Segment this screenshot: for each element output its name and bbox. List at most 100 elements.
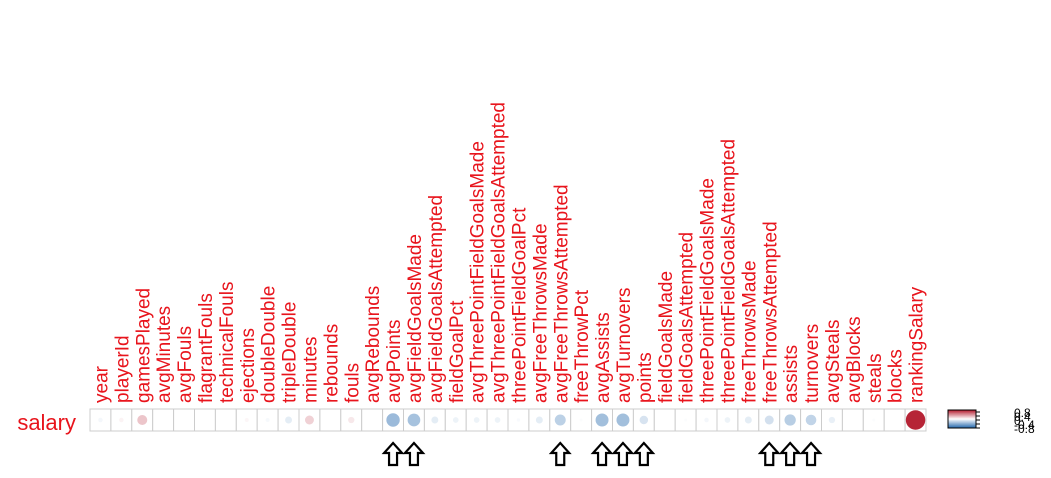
column-label-freeThrowsAttempted: freeThrowsAttempted bbox=[760, 221, 781, 403]
row-label: salary bbox=[17, 410, 76, 435]
corr-marker-avgSteals bbox=[828, 416, 836, 424]
arrow-icon-turnovers bbox=[799, 441, 823, 467]
legend-swatch bbox=[948, 419, 976, 422]
arrow-icon-avgAssists bbox=[590, 441, 614, 467]
column-label-blocks: blocks bbox=[886, 349, 907, 403]
column-label-avgFieldGoalsMade: avgFieldGoalsMade bbox=[405, 234, 426, 403]
column-label-avgFieldGoalsAttempted: avgFieldGoalsAttempted bbox=[426, 195, 447, 403]
highlight-arrows bbox=[381, 441, 823, 467]
column-label-avgThreePointFieldGoalsMade: avgThreePointFieldGoalsMade bbox=[468, 141, 489, 403]
legend-swatch bbox=[948, 418, 976, 420]
corr-marker-avgRebounds bbox=[370, 418, 374, 422]
column-label-turnovers: turnovers bbox=[802, 324, 823, 403]
legend-swatch bbox=[948, 414, 976, 416]
column-label-technicalFouls: technicalFouls bbox=[217, 282, 238, 403]
corr-marker-avgFouls bbox=[182, 418, 186, 422]
corr-marker-minutes bbox=[304, 415, 314, 425]
legend-swatch bbox=[948, 410, 976, 412]
arrow-icon-freeThrowsAttempted bbox=[757, 441, 781, 467]
legend-swatch bbox=[948, 422, 976, 424]
column-labels: year playerId gamesPlayed avgMinutes avgFoul… bbox=[91, 102, 927, 403]
legend-swatch bbox=[948, 420, 976, 422]
legend-swatch bbox=[948, 425, 976, 427]
legend-swatch bbox=[948, 412, 976, 414]
column-label-steals: steals bbox=[865, 353, 886, 403]
corr-marker-playerId bbox=[119, 417, 124, 423]
column-label-playerId: playerId bbox=[112, 335, 133, 403]
arrow-icon-avgFieldGoalsMade bbox=[402, 441, 426, 467]
legend-swatch bbox=[948, 417, 976, 419]
column-label-tripleDouble: tripleDouble bbox=[280, 302, 301, 403]
corr-marker-avgPoints bbox=[386, 413, 400, 427]
legend-swatch bbox=[948, 416, 976, 418]
column-label-avgBlocks: avgBlocks bbox=[844, 316, 865, 403]
corr-marker-technicalFouls bbox=[224, 418, 228, 422]
heatmap-cells bbox=[89, 408, 927, 432]
corr-marker-points bbox=[639, 415, 649, 425]
column-label-rebounds: rebounds bbox=[321, 324, 342, 403]
column-label-minutes: minutes bbox=[300, 336, 321, 403]
column-label-avgFreeThrowsMade: avgFreeThrowsMade bbox=[530, 223, 551, 403]
legend-swatch bbox=[948, 415, 976, 417]
column-label-avgTurnovers: avgTurnovers bbox=[614, 288, 635, 403]
arrow-icon-assists bbox=[778, 441, 802, 467]
column-label-doubleDouble: doubleDouble bbox=[259, 286, 280, 403]
column-label-assists: assists bbox=[781, 345, 802, 403]
corr-marker-rankingSalary bbox=[905, 410, 926, 430]
column-label-fieldGoalsMade: fieldGoalsMade bbox=[656, 271, 677, 403]
column-label-year: year bbox=[91, 365, 112, 403]
column-label-threePointFieldGoalsAttempted: threePointFieldGoalsAttempted bbox=[718, 139, 739, 403]
column-label-avgSteals: avgSteals bbox=[823, 320, 844, 403]
legend-frame bbox=[947, 409, 977, 429]
column-label-avgRebounds: avgRebounds bbox=[363, 286, 384, 403]
corr-marker-freeThrowsMade bbox=[744, 416, 752, 424]
corr-marker-avgTurnovers bbox=[616, 413, 630, 427]
corr-marker-avgMinutes bbox=[161, 418, 165, 422]
arrow-icon-avgPoints bbox=[381, 441, 405, 467]
column-label-points: points bbox=[635, 352, 656, 403]
column-label-rankingSalary: rankingSalary bbox=[907, 286, 928, 403]
color-legend: 0.80.40-0.4-0.8 bbox=[947, 406, 1035, 436]
arrow-icon-avgTurnovers bbox=[611, 441, 635, 467]
legend-swatch bbox=[948, 413, 976, 415]
legend-tick-label: -0.8 bbox=[1014, 422, 1035, 436]
corr-marker-freeThrowPct bbox=[579, 418, 583, 422]
column-label-avgThreePointFieldGoalsAttempted: avgThreePointFieldGoalsAttempted bbox=[489, 102, 510, 403]
legend-tick-label: 0.4 bbox=[1014, 410, 1031, 424]
corr-marker-steals bbox=[872, 418, 876, 422]
corr-marker-fieldGoalsAttempted bbox=[684, 418, 688, 422]
corr-marker-avgBlocks bbox=[851, 418, 855, 422]
column-label-fouls: fouls bbox=[342, 363, 363, 403]
legend-tick-label: -0.4 bbox=[1014, 418, 1035, 432]
corr-marker-turnovers bbox=[805, 414, 817, 426]
arrow-icon-avgFreeThrowsAttempted bbox=[548, 441, 572, 467]
legend-swatch bbox=[948, 410, 976, 413]
corr-marker-fouls bbox=[348, 416, 355, 424]
column-label-gamesPlayed: gamesPlayed bbox=[133, 288, 154, 403]
corr-marker-blocks bbox=[893, 418, 897, 422]
corr-marker-avgFieldGoalsMade bbox=[407, 413, 421, 427]
column-label-freeThrowPct: freeThrowPct bbox=[572, 289, 593, 403]
column-label-freeThrowsMade: freeThrowsMade bbox=[739, 260, 760, 403]
legend-swatch bbox=[948, 411, 976, 413]
legend-tick-label: 0.8 bbox=[1014, 406, 1031, 420]
column-label-threePointFieldGoalsMade: threePointFieldGoalsMade bbox=[698, 178, 719, 403]
corr-marker-gamesPlayed bbox=[137, 415, 148, 425]
corr-marker-fieldGoalPct bbox=[452, 417, 459, 423]
corr-marker-avgFreeThrowsMade bbox=[535, 416, 543, 424]
legend-tick-label: 0 bbox=[1014, 414, 1021, 428]
column-label-avgMinutes: avgMinutes bbox=[154, 306, 175, 403]
corr-marker-avgThreePointFieldGoalsMade bbox=[473, 417, 480, 423]
corr-marker-avgThreePointFieldGoalsAttempted bbox=[494, 417, 501, 423]
legend-swatch bbox=[948, 426, 976, 428]
arrow-icon-points bbox=[632, 441, 656, 467]
corr-marker-fieldGoalsMade bbox=[663, 418, 667, 422]
legend-swatch bbox=[948, 421, 976, 423]
legend-swatch bbox=[948, 423, 976, 425]
column-label-avgFouls: avgFouls bbox=[175, 326, 196, 403]
column-label-avgAssists: avgAssists bbox=[593, 312, 614, 403]
column-label-fieldGoalPct: fieldGoalPct bbox=[447, 300, 468, 403]
corr-marker-rebounds bbox=[328, 418, 332, 422]
column-label-threePointFieldGoalPct: threePointFieldGoalPct bbox=[509, 207, 530, 403]
legend-swatch bbox=[948, 424, 976, 426]
